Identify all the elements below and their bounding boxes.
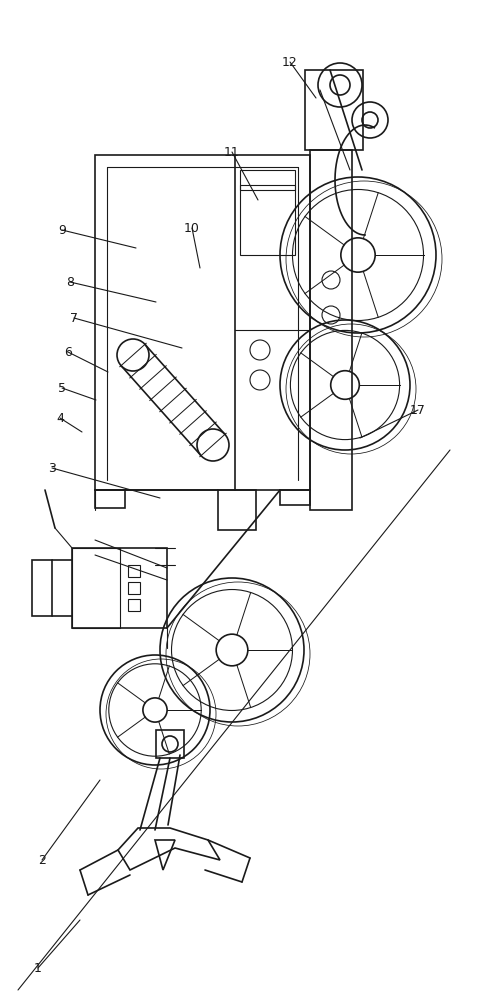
Bar [72,548,167,628]
Bar [128,565,140,577]
Text: 5: 5 [58,381,66,394]
Text: 12: 12 [282,55,298,68]
Bar [95,155,310,490]
Bar [72,548,120,628]
Bar [128,582,140,594]
Bar [280,490,310,505]
Bar [95,490,125,508]
Text: 11: 11 [224,145,240,158]
Bar [240,170,295,190]
Bar [305,70,363,150]
Text: 1: 1 [34,962,42,974]
Text: 17: 17 [410,403,426,416]
Text: 7: 7 [70,312,78,324]
Text: 10: 10 [184,222,200,234]
Text: 4: 4 [56,412,64,424]
Text: 8: 8 [66,275,74,288]
Bar [128,599,140,611]
Bar [310,150,352,510]
Text: 2: 2 [38,854,46,866]
Text: 6: 6 [64,346,72,359]
Bar [32,560,52,616]
Bar [156,730,184,758]
Bar [240,185,295,255]
Bar [218,490,256,530]
Text: 9: 9 [58,224,66,236]
Text: 3: 3 [48,462,56,475]
